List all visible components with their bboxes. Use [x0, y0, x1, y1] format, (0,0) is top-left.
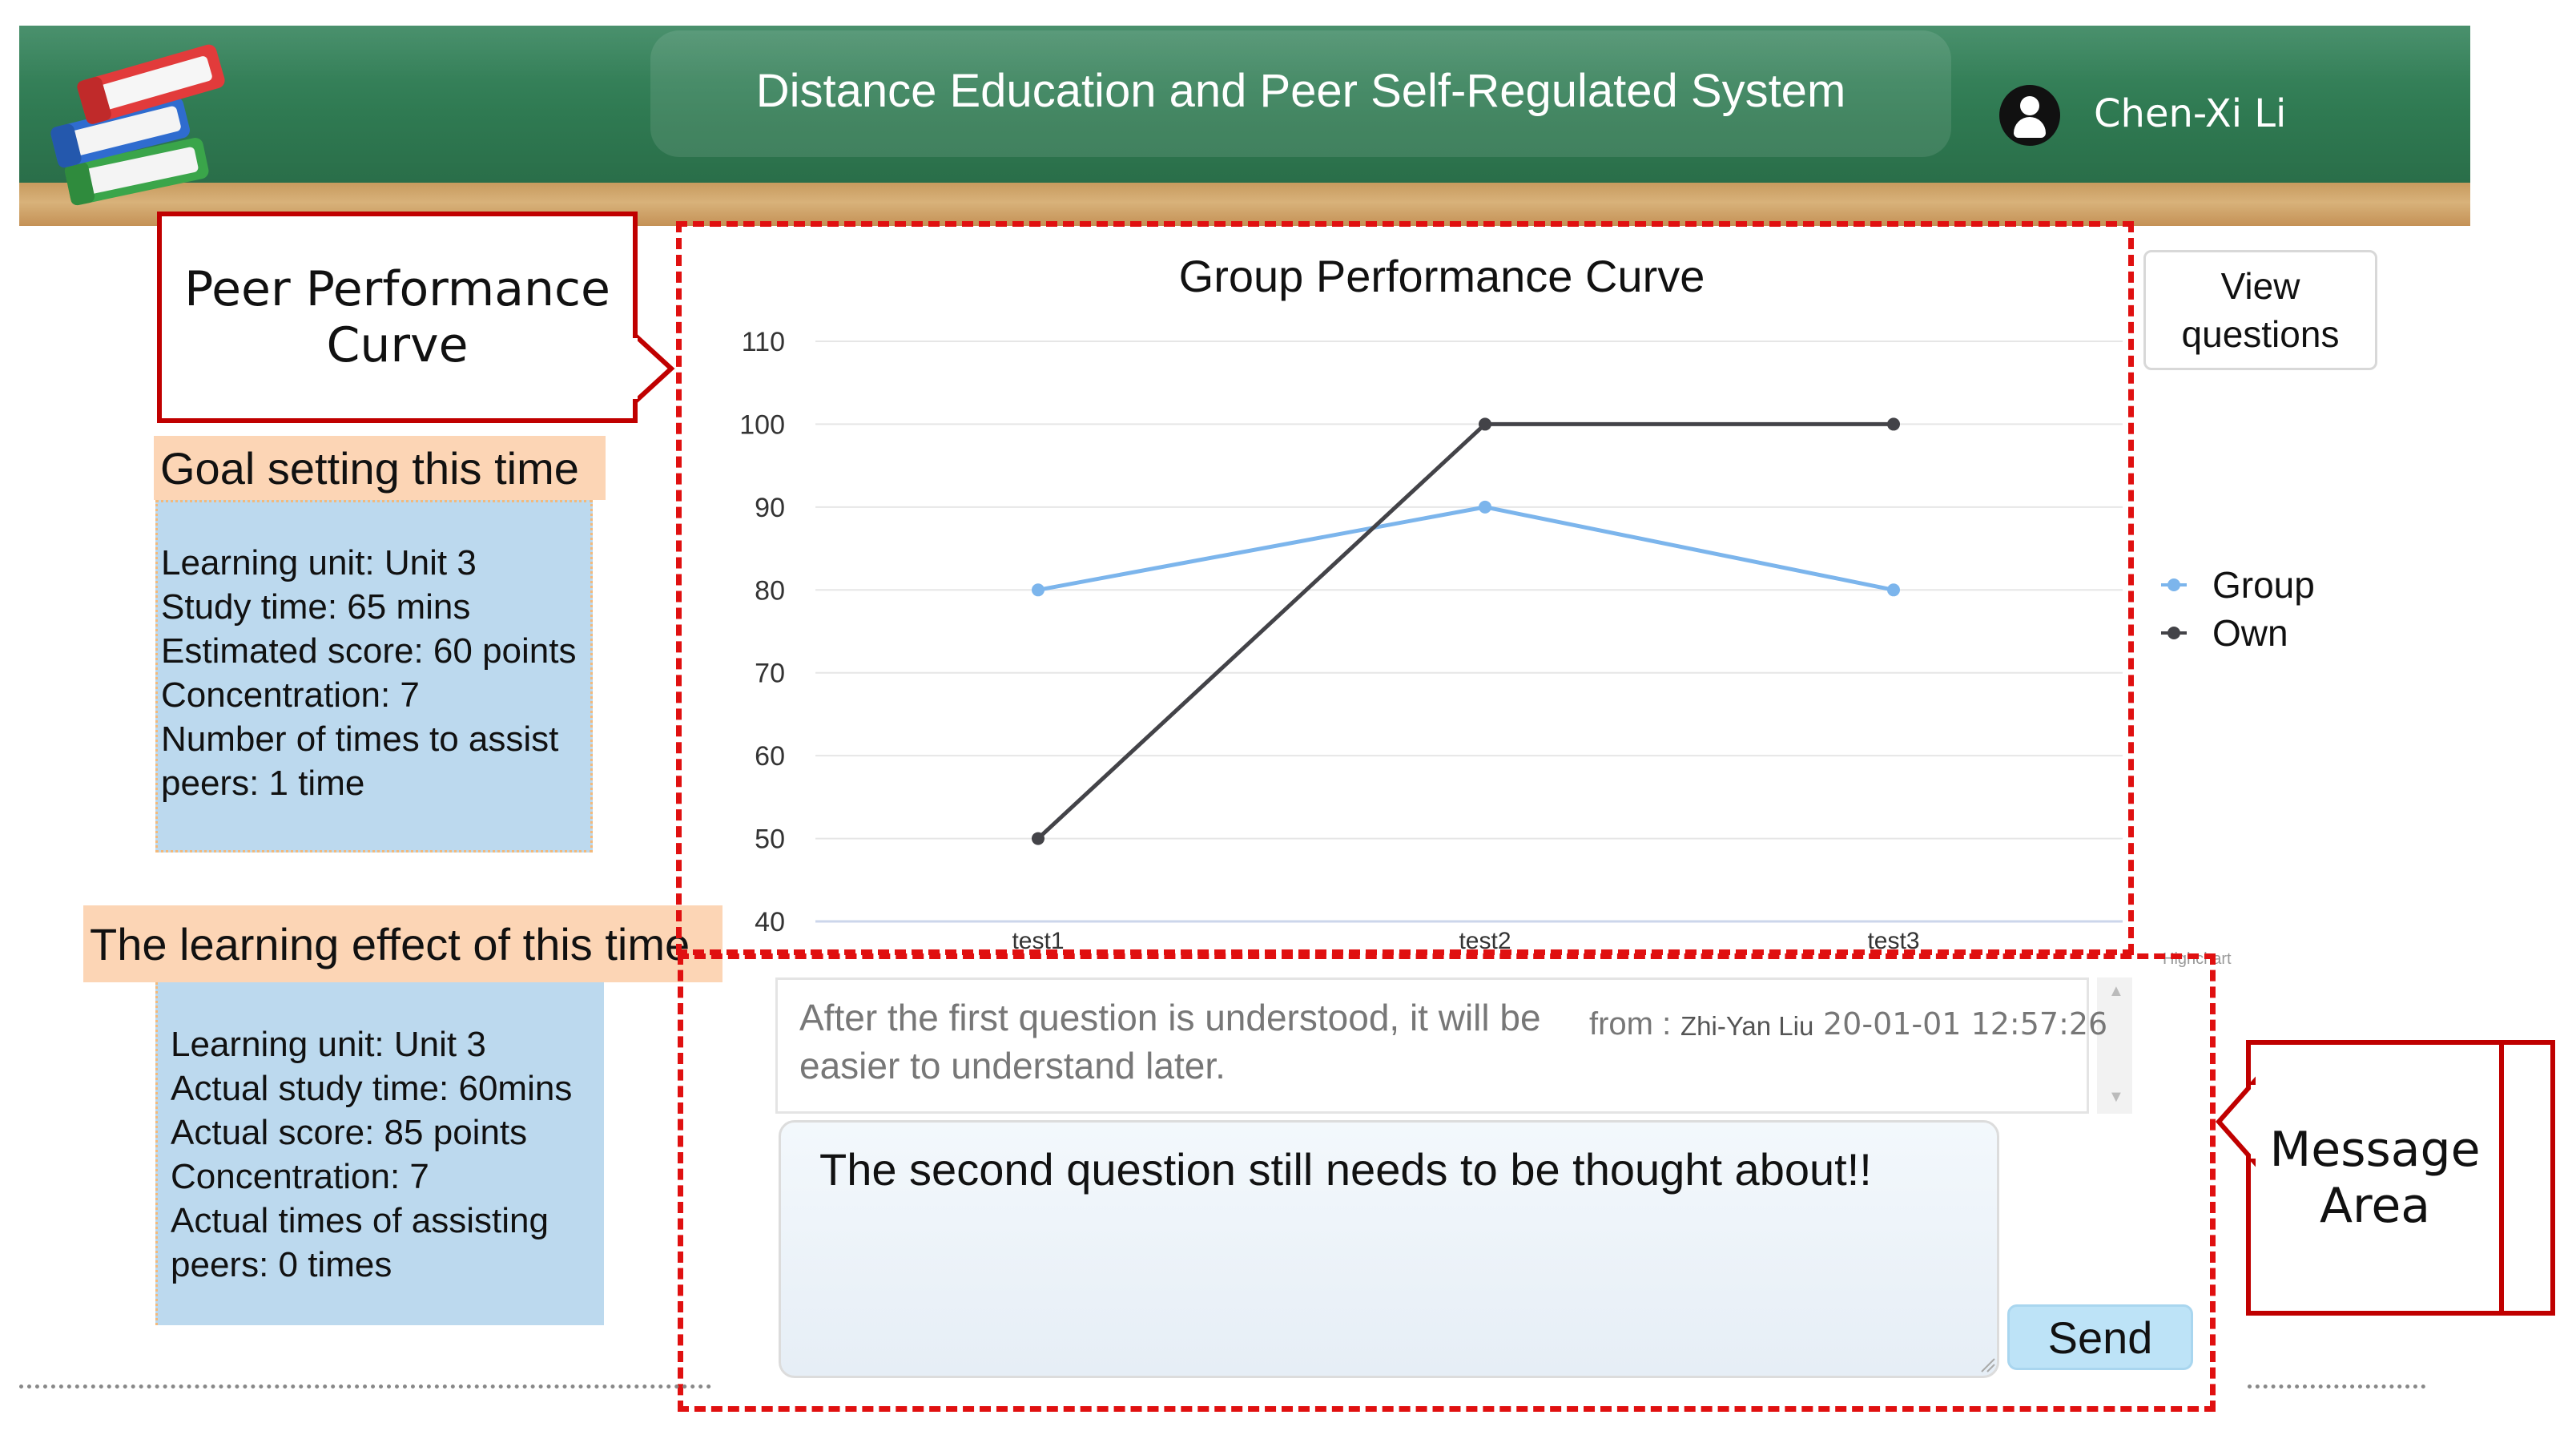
goal-line: Learning unit: Unit 3	[161, 543, 477, 582]
effect-line: peers: 0 times	[171, 1245, 392, 1284]
effect-line: Actual study time: 60mins	[171, 1069, 573, 1108]
y-tick-label: 60	[755, 741, 785, 772]
y-tick-label: 50	[755, 824, 785, 855]
message-list-scrollbar[interactable]: ▲ ▼	[2097, 977, 2132, 1114]
title-panel	[650, 30, 1951, 157]
message-sender: Zhi-Yan Liu	[1680, 1011, 1814, 1041]
data-point-own	[1032, 832, 1044, 845]
legend-dot-own	[2167, 627, 2180, 639]
x-tick-label: test1	[1012, 928, 1064, 954]
y-tick-label: 100	[739, 409, 785, 440]
y-tick-label: 90	[755, 493, 785, 523]
message-callout-pointer	[2215, 1076, 2256, 1167]
goal-line: Study time: 65 mins	[161, 587, 471, 627]
dotted-divider-left	[19, 1385, 711, 1389]
peer-curve-callout-box	[157, 212, 638, 423]
legend-item-group[interactable]: Group	[2155, 561, 2315, 609]
scroll-up-arrow-icon[interactable]: ▲	[2108, 982, 2124, 1000]
goal-line: Estimated score: 60 points	[161, 631, 577, 671]
effect-heading: The learning effect of this time	[83, 905, 722, 982]
goal-line: peers: 1 time	[161, 764, 365, 803]
y-tick-label: 40	[755, 907, 785, 937]
series-line-group	[1037, 505, 1894, 592]
data-point-own	[1887, 417, 1900, 431]
series-line-own	[1036, 421, 1894, 840]
view-questions-button[interactable]: View questions	[2143, 250, 2377, 370]
user-avatar-icon[interactable]	[1999, 85, 2060, 146]
data-point-group	[1032, 583, 1044, 597]
dotted-divider-right	[2248, 1385, 2425, 1389]
message-callout-box	[2246, 1040, 2504, 1316]
message-from-label: from :	[1589, 1006, 1672, 1042]
legend-dot-group	[2167, 578, 2180, 591]
goal-line: Concentration: 7	[161, 675, 420, 715]
x-tick-label: test3	[1867, 928, 1919, 954]
message-list[interactable]	[775, 977, 2089, 1114]
effect-line: Actual times of assisting	[171, 1201, 549, 1240]
goal-details: Learning unit: Unit 3 Study time: 65 min…	[155, 500, 593, 853]
send-button[interactable]: Send	[2007, 1304, 2193, 1370]
chart-title: Group Performance Curve	[1178, 251, 1705, 301]
data-point-own	[1479, 417, 1491, 431]
books-stack-icon	[50, 44, 225, 206]
legend-label-group: Group	[2212, 564, 2315, 606]
effect-line: Learning unit: Unit 3	[171, 1025, 486, 1064]
user-name[interactable]: Chen-Xi Li	[2094, 91, 2287, 136]
goal-line: Number of times to assist	[161, 720, 559, 759]
message-callout-label: Message Area	[2269, 1122, 2481, 1234]
effect-details: Learning unit: Unit 3 Actual study time:…	[155, 982, 604, 1325]
data-point-group	[1479, 500, 1491, 514]
data-point-group	[1887, 583, 1900, 597]
message-area-frame	[678, 953, 2216, 1412]
message-text: After the first question is understood, …	[799, 997, 1541, 1086]
message-input[interactable]: The second question still needs to be th…	[779, 1120, 1999, 1378]
app-title: Distance Education and Peer Self-Regulat…	[755, 64, 1846, 117]
legend-item-own[interactable]: Own	[2155, 609, 2315, 657]
message-timestamp: 20-01-01 12:57:26	[1823, 1006, 2108, 1042]
performance-line-chart: 40 50 60 70 80 90 100 110 test1 test2 test3	[739, 327, 2123, 954]
effect-line: Concentration: 7	[171, 1157, 429, 1196]
y-tick-label: 80	[755, 575, 785, 606]
scroll-down-arrow-icon[interactable]: ▼	[2108, 1088, 2124, 1106]
effect-line: Actual score: 85 points	[171, 1113, 528, 1152]
chart-highlight-frame	[676, 221, 2134, 955]
y-tick-label: 110	[742, 327, 785, 357]
goal-heading: Goal setting this time	[154, 436, 606, 500]
x-tick-label: test2	[1459, 928, 1511, 954]
chart-legend: Group Own	[2155, 561, 2315, 657]
callout-pointer	[633, 329, 675, 408]
message-callout-back-panel	[2504, 1040, 2555, 1316]
header-board	[19, 26, 2470, 183]
peer-curve-callout-label: Peer Performance Curve	[184, 261, 610, 373]
legend-label-own: Own	[2212, 612, 2288, 654]
resize-handle-icon[interactable]	[1977, 1354, 1996, 1373]
y-tick-label: 70	[755, 659, 785, 689]
